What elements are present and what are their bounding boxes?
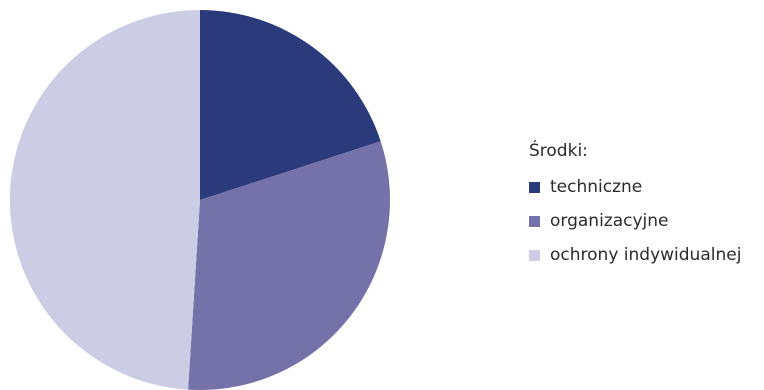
- legend-item-ochrony-indywidualnej: ochrony indywidualnej: [529, 244, 741, 266]
- pie-slice-techniczne: [200, 10, 381, 200]
- legend-swatch-organizacyjne: [529, 215, 540, 227]
- legend-title: Środki:: [529, 141, 588, 161]
- legend-label-ochrony-indywidualnej: ochrony indywidualnej: [550, 245, 742, 265]
- legend-swatch-techniczne: [529, 181, 540, 193]
- legend-item-techniczne: techniczne: [529, 176, 741, 198]
- legend: Środki: techniczne organizacyjne ochrony…: [529, 140, 741, 278]
- legend-label-techniczne: techniczne: [550, 177, 643, 197]
- legend-label-organizacyjne: organizacyjne: [550, 211, 669, 231]
- legend-item-organizacyjne: organizacyjne: [529, 210, 741, 232]
- pie-slice-ochrony-indywidualnej: [9, 9, 201, 390]
- legend-swatch-ochrony-indywidualnej: [529, 249, 540, 261]
- pie-slice-organizacyjne: [188, 141, 390, 390]
